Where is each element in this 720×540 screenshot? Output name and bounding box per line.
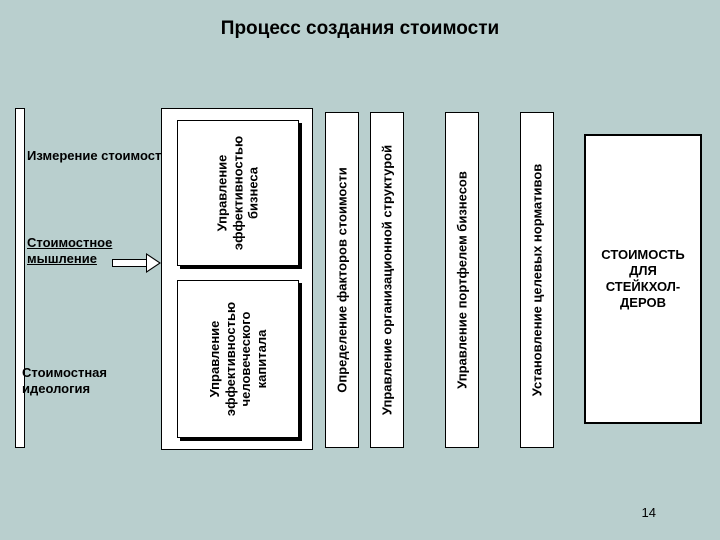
col-factors: Определение факторов стоимости [325,112,359,448]
label-ideology: Стоимостная идеология [22,365,107,398]
label-ideology-l2: идеология [22,381,107,397]
page-number: 14 [642,505,656,520]
col-targets-label: Установление целевых нормативов [530,164,545,397]
result-line2: ДЛЯ [601,263,684,279]
page-title: Процесс создания стоимости [0,18,720,40]
inner-box-human-capital: Управление эффективностью человеческого … [177,280,299,438]
label-ideology-l1: Стоимостная [22,365,107,381]
col-portfolio-label: Управление портфелем бизнесов [455,171,470,389]
label-thinking-l1: Стоимостное [27,235,112,251]
label-measure: Измерение стоимости [27,148,169,164]
inner-box-business: Управление эффективностью бизнеса [177,120,299,266]
result-line4: ДЕРОВ [601,295,684,311]
label-thinking-l2: мышление [27,251,112,267]
col-org-structure: Управление организационной структурой [370,112,404,448]
result-line1: СТОИМОСТЬ [601,247,684,263]
result-box: СТОИМОСТЬ ДЛЯ СТЕЙКХОЛ- ДЕРОВ [584,134,702,424]
result-box-text: СТОИМОСТЬ ДЛЯ СТЕЙКХОЛ- ДЕРОВ [601,247,684,312]
inner-box-business-label: Управление эффективностью бизнеса [215,123,262,263]
col-targets: Установление целевых нормативов [520,112,554,448]
label-thinking: Стоимостное мышление [27,235,112,268]
result-line3: СТЕЙКХОЛ- [601,279,684,295]
col-factors-label: Определение факторов стоимости [335,167,350,393]
col-portfolio: Управление портфелем бизнесов [445,112,479,448]
inner-box-human-capital-label: Управление эффективностью человеческого … [207,284,269,434]
col-org-structure-label: Управление организационной структурой [380,145,395,415]
arrow-icon [112,256,162,270]
label-measure-l1: Измерение стоимости [27,148,169,164]
